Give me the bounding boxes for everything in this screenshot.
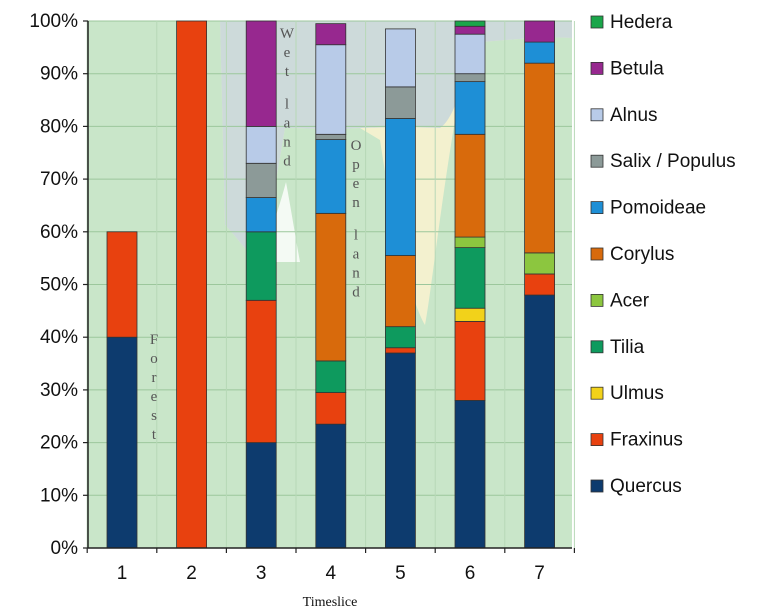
legend-label: Corylus — [610, 244, 674, 265]
legend-label: Tilia — [610, 337, 645, 358]
bar-segment-quercus-1 — [106, 336, 138, 549]
y-tick-label: 70% — [40, 169, 78, 190]
bar-segment-corylus-5 — [384, 255, 416, 328]
legend-swatch — [590, 386, 604, 400]
y-tick-label: 10% — [40, 485, 78, 506]
legend-swatch — [590, 247, 604, 261]
legend-swatch — [590, 340, 604, 354]
bar-segment-pomoideae-7 — [524, 41, 555, 64]
x-tick-label: 7 — [534, 563, 545, 584]
legend-swatch — [590, 62, 604, 75]
bar-segment-fraxinus-6 — [454, 320, 486, 401]
legend-label: Hedera — [610, 12, 673, 33]
bar-segment-pomoideae-6 — [454, 81, 486, 135]
bar-segment-salix-populus-3 — [245, 162, 277, 198]
bar-segment-betula-3 — [245, 20, 277, 127]
legend-swatch — [590, 15, 604, 29]
bar-segment-acer-7 — [524, 252, 555, 275]
y-tick-label: 30% — [40, 380, 78, 401]
y-tick-label: 60% — [40, 222, 78, 243]
x-tick-label: 5 — [395, 563, 406, 584]
bar-segment-pomoideae-4 — [315, 139, 347, 214]
legend-swatch — [590, 479, 604, 493]
legend-label: Salix / Populus — [610, 151, 736, 172]
bar-segment-quercus-6 — [454, 400, 486, 549]
bar-segment-pomoideae-3 — [245, 197, 277, 233]
bar-segment-alnus-5 — [384, 28, 416, 88]
axes: 0% 10% 20% 30% 40% 50% 60% 70% 80% 90% 100% 1 2 3 4 5 6 7 — [29, 11, 576, 584]
bar-segment-alnus-4 — [315, 44, 347, 135]
legend-swatch — [590, 108, 604, 122]
y-tick-label: 50% — [40, 275, 78, 296]
bar-segment-salix-populus-5 — [384, 86, 416, 119]
legend-label: Quercus — [610, 476, 682, 497]
bar-segment-hedera-6 — [454, 20, 486, 27]
legend-label: Pomoideae — [610, 198, 706, 219]
bar-segment-quercus-5 — [384, 352, 416, 549]
legend-label: Betula — [610, 58, 664, 79]
bar-segment-salix-populus-6 — [454, 73, 486, 83]
bar-segment-quercus-4 — [315, 423, 347, 549]
legend-swatch — [590, 433, 604, 447]
bar-segment-pomoideae-5 — [384, 118, 416, 256]
legend-swatch — [590, 201, 604, 215]
bar-segment-corylus-6 — [454, 133, 486, 238]
bar-segment-salix-populus-4 — [315, 133, 347, 140]
y-tick-label: 0% — [51, 538, 79, 559]
bar-segment-alnus-6 — [454, 33, 486, 75]
bar-segment-quercus-7 — [524, 294, 555, 549]
x-tick-label: 4 — [326, 563, 337, 584]
x-axis-label: Timeslice — [303, 595, 358, 610]
legend-label: Alnus — [610, 105, 658, 126]
bar-segment-tilia-6 — [454, 247, 486, 309]
bar-segment-betula-6 — [454, 25, 486, 35]
bar-segment-betula-4 — [315, 23, 347, 46]
bar-segment-quercus-3 — [245, 442, 277, 549]
x-tick-label: 2 — [186, 563, 197, 584]
bar-segment-fraxinus-1 — [106, 231, 138, 338]
x-tick-label: 6 — [465, 563, 476, 584]
bar-segment-fraxinus-4 — [315, 392, 347, 425]
y-tick-label: 40% — [40, 327, 78, 348]
y-tick-label: 100% — [29, 11, 78, 32]
bars — [106, 20, 555, 549]
y-tick-label: 90% — [40, 64, 78, 85]
legend-label: Fraxinus — [610, 430, 683, 451]
bar-segment-fraxinus-7 — [524, 273, 555, 296]
x-tick-label: 3 — [256, 563, 267, 584]
bar-segment-alnus-3 — [245, 126, 277, 164]
legend-label: Acer — [610, 290, 650, 311]
wet-land-region — [220, 21, 572, 262]
y-tick-label: 80% — [40, 116, 78, 137]
legend-label: Ulmus — [610, 383, 664, 404]
legend-swatch — [590, 293, 604, 307]
bar-segment-corylus-7 — [524, 62, 555, 254]
bar-segment-tilia-5 — [384, 326, 416, 349]
y-tick-label: 20% — [40, 433, 78, 454]
legend: Hedera Betula Alnus Salix / Populus Pomoidea… — [590, 12, 736, 497]
bar-segment-fraxinus-3 — [245, 299, 277, 443]
bar-segment-fraxinus-2 — [176, 20, 208, 549]
bar-segment-corylus-4 — [315, 212, 347, 362]
bar-segment-tilia-3 — [245, 231, 277, 301]
legend-swatch — [590, 154, 604, 168]
x-tick-label: 1 — [117, 563, 128, 584]
bar-segment-acer-6 — [454, 236, 486, 249]
bar-segment-ulmus-6 — [454, 307, 486, 322]
bar-segment-betula-7 — [524, 20, 555, 43]
bar-segment-fraxinus-5 — [384, 347, 416, 354]
bar-segment-tilia-4 — [315, 360, 347, 393]
